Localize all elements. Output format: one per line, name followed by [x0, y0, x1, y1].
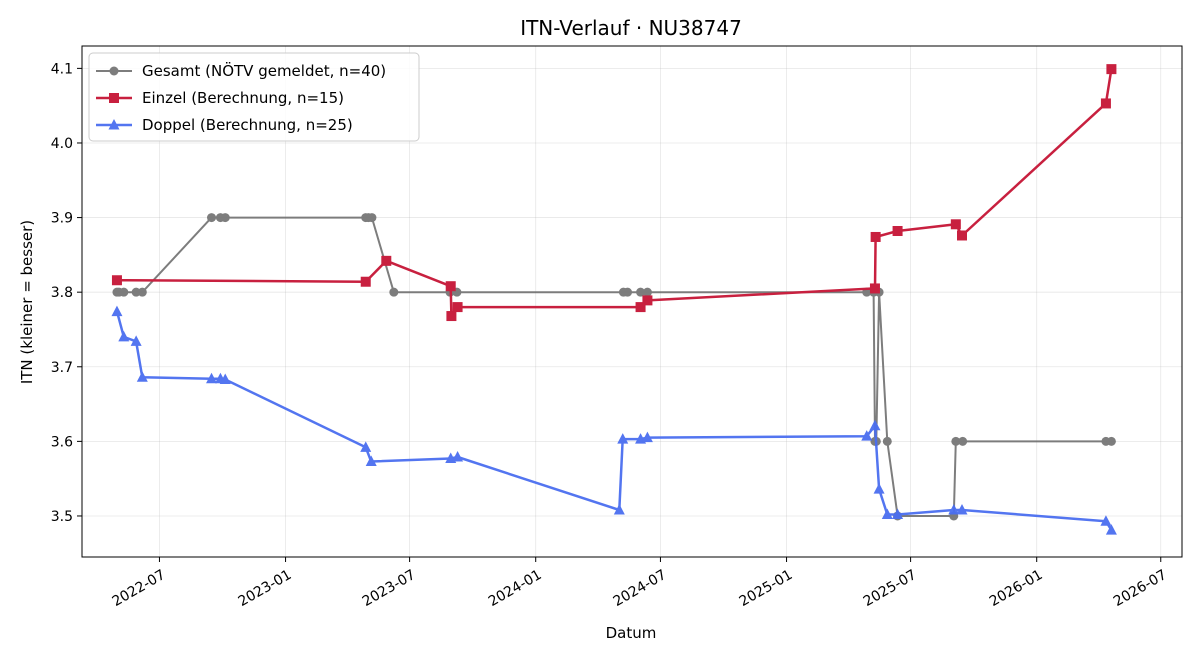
x-tick-label: 2024-01 [486, 567, 545, 610]
y-tick-label: 3.9 [51, 211, 73, 227]
data-point-einzel [445, 281, 456, 292]
chart-title: ITN-Verlauf · NU38747 [520, 16, 742, 40]
data-point-einzel [446, 311, 457, 322]
y-tick-label: 3.8 [51, 285, 73, 301]
data-point-doppel [452, 451, 464, 462]
data-point-doppel [948, 504, 960, 515]
legend-marker-einzel [109, 93, 119, 103]
data-point-doppel [873, 483, 885, 494]
legend-label-gesamt: Gesamt (NÖTV gemeldet, n=40) [142, 61, 386, 80]
data-point-einzel [111, 275, 122, 286]
data-point-doppel [1105, 524, 1117, 535]
data-point-doppel [365, 455, 377, 467]
legend-marker-gesamt [109, 66, 119, 76]
x-tick-label: 2022-07 [110, 567, 169, 610]
series-line-doppel [115, 311, 1113, 531]
data-point-doppel [206, 372, 218, 384]
data-point-doppel [892, 508, 904, 519]
data-point-doppel [641, 431, 653, 443]
axis-ticks: 2022-07 2023-01 2023-07 2024-01 2024-07 2025-… [51, 61, 1170, 610]
x-tick-label: 2023-01 [236, 567, 295, 610]
data-point-einzel [452, 302, 463, 313]
data-point-doppel [617, 433, 629, 444]
y-tick-label: 3.6 [51, 434, 73, 450]
plot-frame [81, 45, 1183, 558]
x-tick-label: 2026-01 [987, 567, 1046, 610]
y-axis-label: ITN (kleiner = besser) [18, 220, 36, 384]
data-point-gesamt [882, 436, 892, 446]
data-point-doppel [956, 504, 968, 515]
data-point-gesamt [389, 287, 399, 297]
data-point-einzel [892, 226, 903, 237]
data-point-gesamt [367, 213, 377, 223]
y-tick-label: 4.1 [51, 61, 73, 77]
legend-item-gesamt [96, 66, 132, 76]
data-point-gesamt [137, 287, 147, 297]
data-point-gesamt [1106, 436, 1116, 446]
x-tick-label: 2026-07 [1111, 567, 1170, 610]
x-axis-label: Datum [606, 624, 657, 642]
data-point-einzel [1100, 98, 1111, 109]
legend-box [88, 52, 420, 142]
data-point-doppel [111, 305, 123, 317]
data-point-gesamt [207, 213, 217, 223]
data-point-doppel [869, 419, 881, 431]
x-tick-label: 2024-07 [611, 567, 670, 610]
data-point-gesamt [119, 287, 129, 297]
series-einzel [111, 64, 1117, 322]
legend: Gesamt (NÖTV gemeldet, n=40) Einzel (Bere… [88, 52, 420, 142]
data-point-doppel [219, 373, 231, 384]
series-doppel [111, 305, 1117, 535]
data-point-einzel [957, 230, 967, 241]
data-point-gesamt [623, 287, 633, 297]
y-tick-label: 3.5 [51, 509, 73, 525]
x-tick-label: 2023-07 [360, 567, 419, 610]
data-point-doppel [613, 504, 625, 515]
data-point-gesamt [642, 287, 652, 297]
data-point-einzel [950, 219, 961, 230]
data-point-doppel [130, 335, 142, 346]
legend-item-einzel [96, 93, 132, 103]
y-tick-label: 4.0 [51, 136, 73, 152]
data-point-gesamt [951, 436, 961, 446]
data-point-einzel [870, 231, 881, 242]
data-point-gesamt [131, 287, 141, 297]
legend-label-doppel: Doppel (Berechnung, n=25) [142, 116, 353, 134]
x-tick-label: 2025-07 [861, 567, 920, 610]
data-point-doppel [118, 330, 130, 342]
data-point-doppel [1100, 515, 1112, 526]
data-point-einzel [635, 302, 646, 313]
data-point-doppel [136, 371, 148, 382]
y-tick-label: 3.7 [51, 360, 73, 376]
legend-label-einzel: Einzel (Berechnung, n=15) [142, 89, 344, 107]
series-layer [111, 64, 1117, 535]
data-point-einzel [360, 276, 371, 287]
data-point-doppel [881, 508, 893, 519]
data-point-doppel [360, 441, 372, 452]
data-point-einzel [642, 295, 653, 306]
data-point-doppel [861, 430, 873, 441]
legend-marker-doppel [108, 119, 120, 130]
data-point-einzel [1106, 64, 1117, 75]
data-point-gesamt [958, 436, 968, 446]
x-tick-label: 2025-01 [737, 567, 796, 610]
legend-item-doppel [96, 119, 132, 130]
data-point-einzel [381, 255, 392, 266]
data-point-einzel [869, 283, 880, 294]
data-point-gesamt [220, 213, 230, 223]
data-point-gesamt [636, 287, 646, 297]
